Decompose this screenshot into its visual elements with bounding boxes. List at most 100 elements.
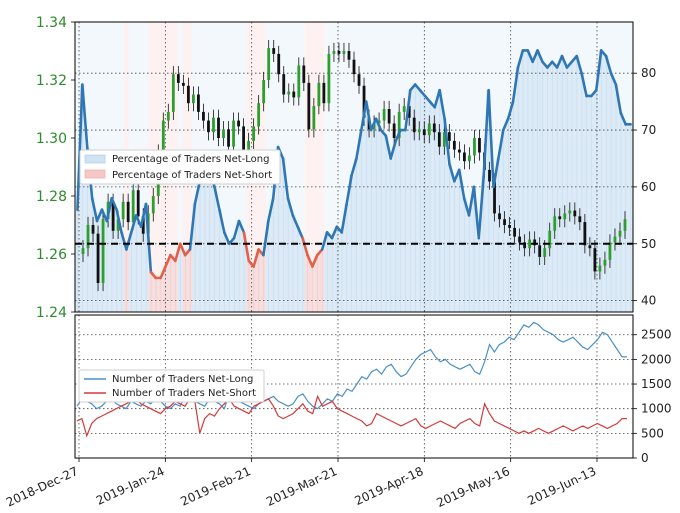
candle-body <box>583 222 587 246</box>
percentage-line-segment <box>536 49 544 64</box>
candle-body <box>593 248 597 272</box>
candle-body <box>498 213 501 220</box>
candle-body <box>407 106 411 118</box>
percentage-line-segment <box>516 49 525 69</box>
candle-body <box>543 248 547 257</box>
percentage-tick-label: 50 <box>641 237 656 251</box>
percentage-line-segment <box>174 242 182 263</box>
percentage-line-segment <box>129 214 138 234</box>
percentage-line-segment <box>105 196 114 223</box>
bottom-panel: 0 500 1000 1500 2000 2500 2018-Dec-27 2019-Jan… <box>4 314 672 510</box>
candle-body <box>468 155 471 162</box>
date-axis-ticks: 2018-Dec-27 2019-Jan-24 2019-Feb-21 2019-Ma… <box>4 458 598 510</box>
candle-body <box>126 201 130 223</box>
percentage-line-segment <box>232 219 241 240</box>
net-long-legend-label: Percentage of Traders Net-Long <box>112 154 270 165</box>
candle-body <box>508 225 511 228</box>
price-tick-label: 1.30 <box>36 131 67 147</box>
candle-body <box>588 245 592 249</box>
price-tick-label: 1.32 <box>36 73 67 89</box>
percentage-line-segment <box>296 225 304 240</box>
top-legend-box <box>79 149 281 185</box>
percentage-line-segment <box>110 196 118 211</box>
candle-body <box>131 190 135 223</box>
candle-body <box>347 51 351 60</box>
bottom-legend-box <box>78 369 265 403</box>
count-tick-label: 2000 <box>641 352 672 366</box>
background-band <box>75 22 81 312</box>
candle-body <box>382 109 386 121</box>
percentage-line-segment <box>222 231 231 246</box>
background-band <box>319 22 326 312</box>
percentage-line-segment <box>501 117 510 132</box>
candle-body <box>237 120 240 127</box>
percentage-line-segment <box>531 49 539 64</box>
candle-body <box>192 94 195 104</box>
candle-body <box>457 149 461 153</box>
percentage-line-segment <box>482 88 490 177</box>
candle-body <box>342 51 346 54</box>
candle-body <box>322 82 326 104</box>
date-tick-label: 2019-May-16 <box>434 464 512 510</box>
percentage-line-segment <box>477 174 486 240</box>
percentage-line-segment <box>242 231 251 263</box>
percentage-line-segment <box>306 253 314 268</box>
count-axis-ticks: 0 500 1000 1500 2000 2500 <box>633 328 672 465</box>
candle-body <box>116 219 120 231</box>
candle-body <box>297 65 301 98</box>
percentage-line-segment <box>580 71 588 98</box>
background-band <box>476 22 482 312</box>
candle-body <box>432 123 436 133</box>
candle-body <box>217 117 220 138</box>
percentage-line-segment <box>394 128 402 143</box>
percentage-line-segment <box>526 49 534 64</box>
candle-body <box>417 129 421 133</box>
background-band <box>314 22 321 312</box>
percentage-tick-label: 40 <box>641 294 656 308</box>
candle-body <box>307 82 311 130</box>
candle-body <box>81 248 85 254</box>
candle-body <box>528 239 532 249</box>
background-band <box>451 22 458 312</box>
date-tick-label: 2018-Dec-27 <box>4 464 80 510</box>
candle-body <box>618 230 622 237</box>
count-tick-label: 2500 <box>641 328 672 342</box>
percentage-line-segment <box>487 88 495 189</box>
percentage-line-segment <box>81 83 89 149</box>
candle-body <box>242 126 245 156</box>
percentage-line-segment <box>575 54 583 75</box>
percentage-line-segment <box>252 248 260 268</box>
date-tick-label: 2019-Jan-24 <box>94 464 167 508</box>
candle-body <box>287 91 291 95</box>
candle-body <box>222 129 225 138</box>
candle-body <box>377 120 381 124</box>
count-tick-label: 1500 <box>641 377 672 391</box>
price-tick-label: 1.34 <box>36 15 67 31</box>
candle-body <box>337 51 341 54</box>
percentage-line-segment <box>506 100 515 120</box>
candle-body <box>136 190 140 217</box>
candle-body <box>402 106 406 112</box>
percentage-tick-label: 60 <box>641 180 656 194</box>
background-band <box>339 22 345 312</box>
count-tick-label: 500 <box>641 426 664 440</box>
percentage-line-segment <box>178 242 187 257</box>
date-tick-label: 2019-Feb-21 <box>178 464 253 509</box>
net-short-swatch <box>84 169 106 179</box>
candle-body <box>623 219 627 231</box>
percentage-line-segment <box>604 54 613 75</box>
candle-body <box>523 242 527 249</box>
candle-body <box>568 210 572 214</box>
percentage-line-segment <box>188 202 197 251</box>
candle-body <box>442 132 446 147</box>
candle-body <box>257 103 261 127</box>
bottom-legend: Number of Traders Net-Long Number of Tra… <box>78 369 265 403</box>
percentage-line-segment <box>320 231 329 251</box>
candle-body <box>151 196 155 214</box>
candle-body <box>463 152 466 162</box>
price-candles <box>81 39 627 292</box>
candle-body <box>267 48 271 80</box>
top-plot-frame <box>74 21 634 313</box>
candle-body <box>166 111 170 121</box>
candle-body <box>488 169 491 182</box>
